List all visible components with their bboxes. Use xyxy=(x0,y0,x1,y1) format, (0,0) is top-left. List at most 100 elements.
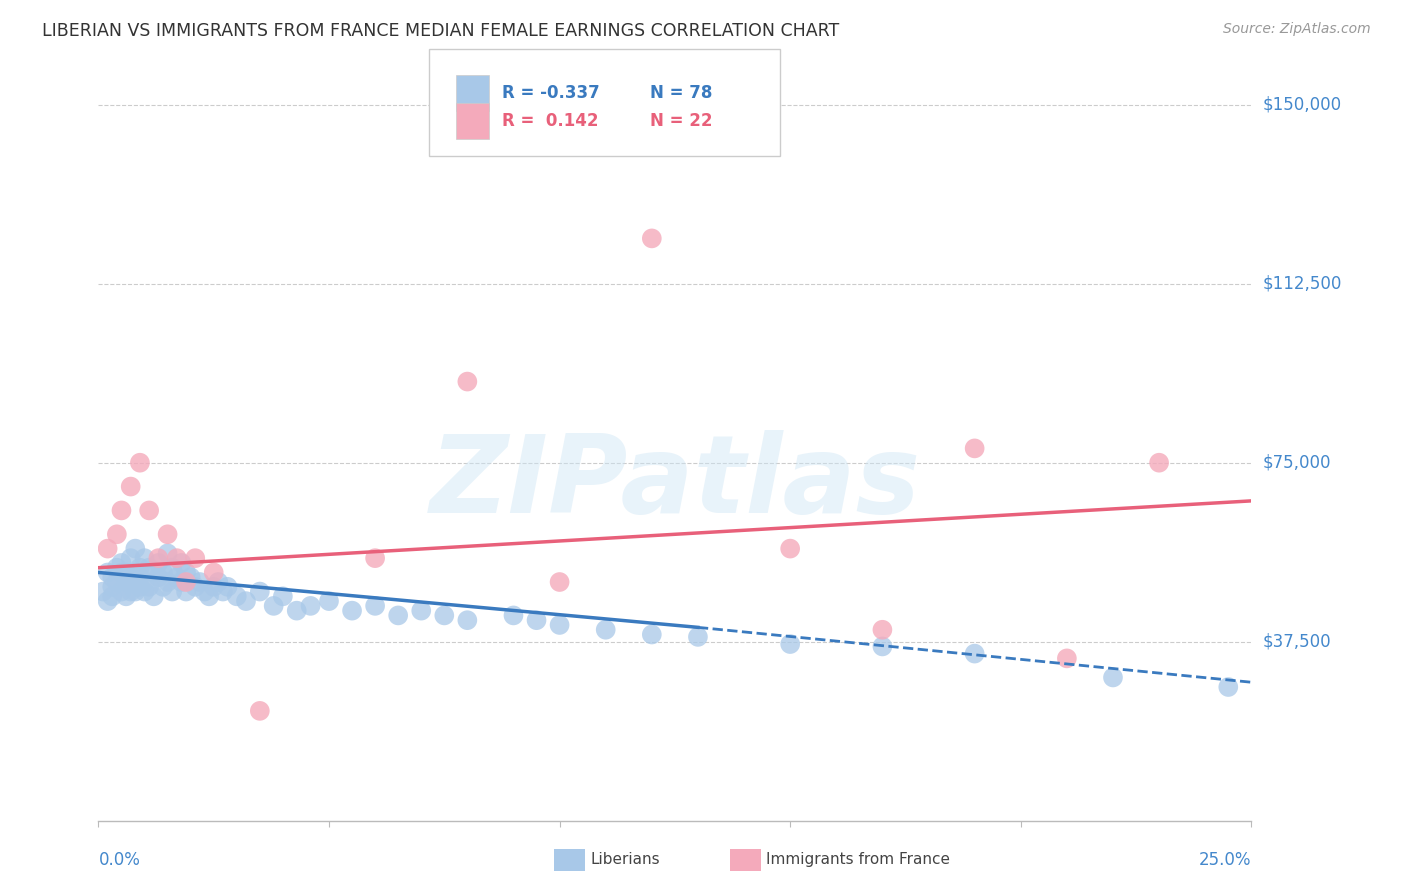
Point xyxy=(105,527,128,541)
Point xyxy=(124,566,146,580)
Point xyxy=(138,580,160,594)
Point xyxy=(91,584,114,599)
Point xyxy=(124,541,146,556)
Text: 25.0%: 25.0% xyxy=(1199,851,1251,869)
Text: ZIPatlas: ZIPatlas xyxy=(429,431,921,536)
Point xyxy=(340,604,363,618)
Point xyxy=(110,584,132,599)
Point xyxy=(97,541,120,556)
Point xyxy=(548,574,571,589)
Point xyxy=(134,584,156,599)
Point xyxy=(160,584,183,599)
Point xyxy=(124,584,146,599)
Point xyxy=(156,546,179,560)
Text: N = 78: N = 78 xyxy=(650,84,711,102)
Point xyxy=(152,580,174,594)
Point xyxy=(364,599,387,613)
Point xyxy=(1147,456,1170,470)
Point xyxy=(387,608,409,623)
Point xyxy=(207,574,229,589)
Point xyxy=(148,570,170,584)
Point xyxy=(138,560,160,574)
Point xyxy=(156,527,179,541)
Text: Liberians: Liberians xyxy=(591,853,661,867)
Point xyxy=(1102,670,1125,684)
Point xyxy=(120,570,142,584)
Point xyxy=(170,556,193,570)
Text: N = 22: N = 22 xyxy=(650,112,711,130)
Point xyxy=(202,580,225,594)
Text: Source: ZipAtlas.com: Source: ZipAtlas.com xyxy=(1223,22,1371,37)
Point xyxy=(110,556,132,570)
Text: Immigrants from France: Immigrants from France xyxy=(766,853,950,867)
Point xyxy=(120,551,142,566)
Point xyxy=(456,613,478,627)
Point xyxy=(166,570,188,584)
Point xyxy=(97,566,120,580)
Point xyxy=(1218,680,1240,694)
Point xyxy=(105,574,128,589)
Point xyxy=(101,590,124,604)
Point xyxy=(156,574,179,589)
Point xyxy=(548,618,571,632)
Point xyxy=(152,566,174,580)
Point xyxy=(110,503,132,517)
Point xyxy=(364,551,387,566)
Point xyxy=(526,613,548,627)
Point xyxy=(129,570,152,584)
Point xyxy=(115,590,138,604)
Point xyxy=(249,584,271,599)
Point xyxy=(115,574,138,589)
Point xyxy=(174,584,197,599)
Text: $150,000: $150,000 xyxy=(1263,95,1341,114)
Text: LIBERIAN VS IMMIGRANTS FROM FRANCE MEDIAN FEMALE EARNINGS CORRELATION CHART: LIBERIAN VS IMMIGRANTS FROM FRANCE MEDIA… xyxy=(42,22,839,40)
Point xyxy=(235,594,257,608)
Point xyxy=(120,584,142,599)
Point xyxy=(963,647,986,661)
Point xyxy=(188,574,211,589)
Point xyxy=(433,608,456,623)
Point xyxy=(170,574,193,589)
Point xyxy=(138,503,160,517)
Point xyxy=(134,551,156,566)
Point xyxy=(595,623,617,637)
Point xyxy=(129,456,152,470)
Point xyxy=(779,541,801,556)
Point xyxy=(686,630,709,644)
Point xyxy=(129,560,152,574)
Point xyxy=(202,566,225,580)
Point xyxy=(456,375,478,389)
Point xyxy=(174,566,197,580)
Text: R = -0.337: R = -0.337 xyxy=(502,84,600,102)
Text: $75,000: $75,000 xyxy=(1263,454,1331,472)
Point xyxy=(193,584,215,599)
Point xyxy=(299,599,322,613)
Text: 0.0%: 0.0% xyxy=(98,851,141,869)
Point xyxy=(198,590,221,604)
Point xyxy=(249,704,271,718)
Point xyxy=(285,604,308,618)
Point xyxy=(963,442,986,456)
Point xyxy=(115,566,138,580)
Text: R =  0.142: R = 0.142 xyxy=(502,112,599,130)
Point xyxy=(779,637,801,651)
Point xyxy=(180,570,202,584)
Point xyxy=(120,479,142,493)
Point xyxy=(134,574,156,589)
Point xyxy=(105,560,128,574)
Point xyxy=(271,590,294,604)
Point xyxy=(148,556,170,570)
Point xyxy=(101,570,124,584)
Text: $37,500: $37,500 xyxy=(1263,632,1331,650)
Point xyxy=(318,594,340,608)
Point xyxy=(184,551,207,566)
Point xyxy=(184,580,207,594)
Point xyxy=(212,584,235,599)
Point xyxy=(217,580,239,594)
Point xyxy=(101,580,124,594)
Point xyxy=(872,640,894,654)
Point xyxy=(97,594,120,608)
Point xyxy=(263,599,285,613)
Point xyxy=(1056,651,1078,665)
Point xyxy=(641,627,664,641)
